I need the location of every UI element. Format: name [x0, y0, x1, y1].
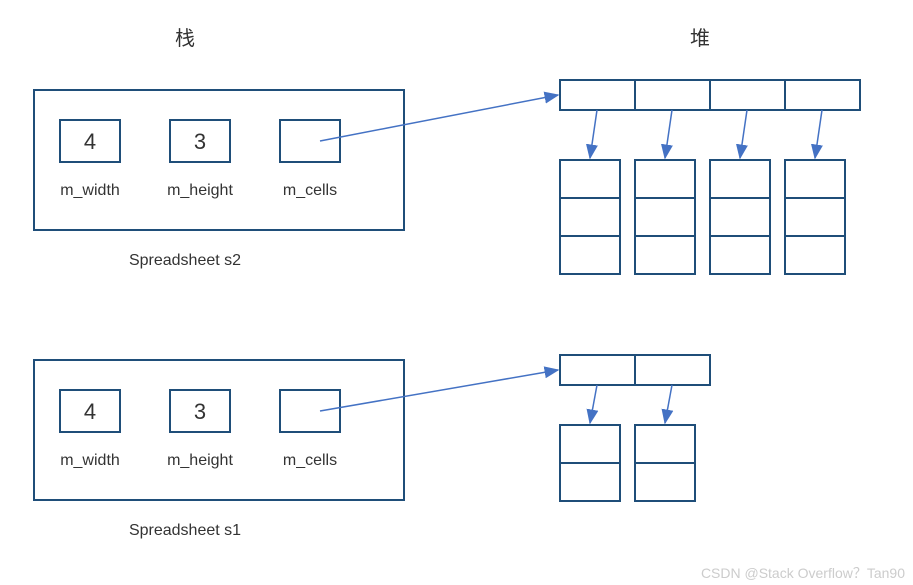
s2-height-label: m_height: [167, 182, 233, 199]
s1-col-arrow-1: [590, 385, 597, 423]
s2-width-value: 4: [84, 129, 96, 154]
s1-heap-ptr-array: [560, 355, 710, 385]
s2-height-value: 3: [194, 129, 206, 154]
s1-width-label: m_width: [60, 452, 120, 469]
s1-width-value: 4: [84, 399, 96, 424]
watermark: CSDN @Stack Overflow？Tan90: [701, 565, 905, 581]
stack-title: 栈: [175, 27, 195, 50]
s1-heap-columns: [560, 425, 695, 501]
s2-caption: Spreadsheet s2: [129, 252, 241, 269]
s2-container: 4 m_width 3 m_height m_cells: [34, 90, 404, 230]
s2-heap-ptr-array: [560, 80, 860, 110]
heap-title: 堆: [690, 27, 710, 50]
s1-caption: Spreadsheet s1: [129, 522, 241, 539]
s2-cells-label: m_cells: [283, 182, 337, 199]
s2-col-arrow-4: [815, 110, 822, 158]
s1-height-label: m_height: [167, 452, 233, 469]
s1-container: 4 m_width 3 m_height m_cells: [34, 360, 404, 500]
s2-heap-columns: [560, 160, 845, 274]
s2-col-arrow-1: [590, 110, 597, 158]
diagram-canvas: 栈 堆 4 m_width 3 m_height m_cells Spreads…: [0, 0, 913, 585]
s1-cells-label: m_cells: [283, 452, 337, 469]
s2-width-label: m_width: [60, 182, 120, 199]
s2-ptr-arrow: [320, 95, 558, 141]
s1-col-arrow-2: [665, 385, 672, 423]
s1-ptr-arrow: [320, 370, 558, 411]
s2-col-arrow-3: [740, 110, 747, 158]
s2-col-arrow-2: [665, 110, 672, 158]
s1-height-value: 3: [194, 399, 206, 424]
